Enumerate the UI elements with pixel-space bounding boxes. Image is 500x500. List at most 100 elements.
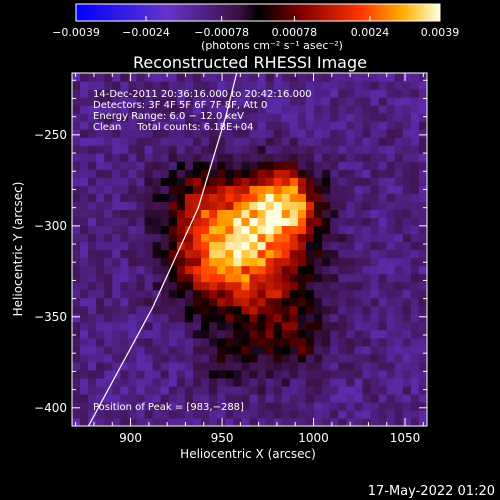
heatmap-cell [209,169,218,178]
heatmap-cell [80,265,89,275]
heatmap-cell [418,265,427,275]
heatmap-cell [273,289,283,299]
heatmap-cell [209,193,218,202]
heatmap-cell [136,337,146,347]
heatmap-cell [257,321,267,331]
heatmap-cell [410,249,420,259]
heatmap-cell [322,153,331,162]
heatmap-cell [136,281,146,291]
heatmap-cell [402,321,412,331]
heatmap-cell [104,321,113,331]
heatmap-cell [176,265,186,275]
heatmap-cell [136,257,146,267]
heatmap-cell [354,249,364,259]
heatmap-cell [209,265,218,275]
heatmap-cell [249,393,259,403]
colorbar-unit-label: (photons cm⁻² s⁻¹ asec⁻²) [201,39,343,52]
heatmap-cell [225,177,234,186]
heatmap-cell [297,209,307,219]
colorbar-tick-label: −0.0024 [122,26,170,39]
heatmap-cell [281,153,291,162]
heatmap-cell [112,313,122,323]
heatmap-cell [314,329,323,339]
heatmap-cell [104,209,113,219]
heatmap-cell [305,129,315,138]
heatmap-cell [330,185,339,194]
heatmap-cell [80,169,89,178]
heatmap-cell [144,129,154,138]
heatmap-cell [88,81,97,90]
heatmap-cell [402,185,412,194]
heatmap-cell [160,161,170,170]
heatmap-cell [418,249,427,259]
heatmap-cell [193,105,202,114]
heatmap-cell [265,81,275,90]
heatmap-cell [233,201,243,210]
heatmap-cell [168,137,178,146]
heatmap-cell [297,225,307,235]
heatmap-cell [394,129,404,138]
heatmap-cell [386,177,396,186]
heatmap-cell [209,409,218,419]
heatmap-cell [144,233,154,243]
heatmap-cell [257,273,267,283]
heatmap-cell [386,105,396,114]
heatmap-cell [257,345,267,355]
heatmap-cell [330,201,339,210]
heatmap-cell [297,377,307,387]
heatmap-cell [233,233,243,243]
annotation-energy-range: Energy Range: 6.0 − 12.0 keV [93,111,244,122]
heatmap-cell [96,289,105,299]
heatmap-cell [96,201,105,210]
heatmap-cell [184,281,194,291]
heatmap-cell [112,129,122,138]
heatmap-cell [273,377,283,387]
heatmap-cell [354,361,364,371]
heatmap-cell [176,177,186,186]
heatmap-cell [370,137,380,146]
heatmap-cell [128,361,138,371]
heatmap-cell [184,185,194,194]
heatmap-cell [217,257,226,267]
heatmap-cell [354,337,364,347]
heatmap-cell [402,273,412,283]
heatmap-cell [410,369,420,379]
heatmap-cell [160,81,170,90]
heatmap-cell [120,121,130,130]
heatmap-cell [297,361,307,371]
heatmap-cell [168,265,178,275]
heatmap-cell [72,129,81,138]
heatmap-cell [209,337,218,347]
heatmap-cell [120,81,130,90]
heatmap-cell [128,129,138,138]
heatmap-cell [330,97,339,106]
heatmap-cell [120,129,130,138]
heatmap-cell [338,281,347,291]
heatmap-cell [144,409,154,419]
heatmap-cell [354,313,364,323]
heatmap-cell [88,121,97,130]
x-axis-label: Heliocentric X (arcsec) [180,447,316,461]
heatmap-cell [80,249,89,259]
heatmap-cell [418,161,427,170]
heatmap-cell [241,89,251,98]
heatmap-cell [152,129,162,138]
heatmap-cell [144,161,154,170]
heatmap-cell [322,73,331,82]
heatmap-cell [80,137,89,146]
heatmap-cell [193,81,202,90]
heatmap-cell [128,153,138,162]
heatmap-cell [346,305,355,315]
heatmap-cell [96,305,105,315]
heatmap-cell [354,265,364,275]
heatmap-cell [152,361,162,371]
heatmap-cell [314,361,323,371]
heatmap-cell [314,81,323,90]
heatmap-cell [217,377,226,387]
heatmap-cell [378,97,388,106]
heatmap-cell [72,321,81,331]
heatmap-cell [241,289,251,299]
heatmap-cell [184,337,194,347]
heatmap-cell [378,377,388,387]
heatmap-cell [225,217,234,227]
